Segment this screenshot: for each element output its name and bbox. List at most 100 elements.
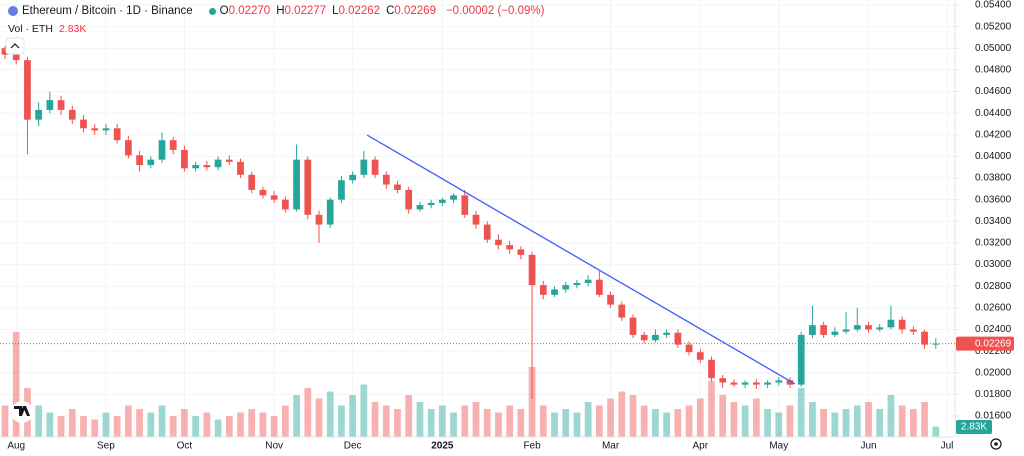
volume-value-label: 2.83K: [961, 422, 987, 433]
volume-bar: [326, 391, 334, 437]
volume-bar: [349, 395, 357, 437]
candle-body: [562, 285, 570, 290]
volume-bar: [382, 405, 390, 437]
volume-bar: [640, 405, 648, 437]
candle-body: [741, 382, 749, 385]
volume-bar: [450, 412, 457, 437]
candle-body: [629, 317, 637, 335]
candle-body: [865, 325, 872, 330]
candle-body: [113, 128, 121, 141]
candle-body: [708, 359, 715, 379]
volume-bar: [259, 412, 267, 437]
candle-body: [68, 109, 76, 120]
candle-body: [124, 140, 132, 156]
ohlc-value: 0.02277: [284, 5, 327, 17]
settings-button[interactable]: [990, 438, 1002, 450]
candle-body: [584, 279, 592, 283]
volume-bar: [595, 405, 603, 437]
volume-bar: [315, 398, 323, 437]
candle-body: [764, 382, 771, 385]
volume-bar: [618, 391, 626, 437]
symbol-icon: [8, 6, 18, 16]
volume-bar: [472, 402, 480, 437]
candle-body: [674, 332, 682, 345]
logo: [14, 406, 30, 416]
volume-bar: [461, 405, 469, 437]
volume-bar: [719, 395, 727, 437]
volume-bar: [169, 416, 177, 437]
grid: [0, 0, 955, 437]
candle-body: [809, 325, 816, 335]
y-tick-label: 0.04600: [975, 86, 1012, 97]
volume-bar: [921, 402, 928, 437]
volume-bar: [539, 405, 547, 437]
volume-bar: [293, 395, 300, 437]
y-tick-label: 0.04200: [975, 129, 1012, 140]
ohlc-key: H: [276, 5, 285, 17]
settings-icon: [994, 442, 998, 446]
volume-bar: [237, 412, 244, 437]
candle-body: [876, 327, 884, 330]
candle-body: [640, 334, 648, 341]
volume-bar: [225, 416, 233, 437]
collapse-button[interactable]: [5, 37, 25, 55]
volume-bar: [181, 409, 188, 437]
candle-body: [685, 344, 693, 353]
volume-bar: [562, 409, 570, 437]
y-tick-label: 0.02600: [975, 302, 1012, 313]
candle-body: [752, 382, 760, 385]
y-tick-label: 0.05200: [975, 21, 1012, 32]
volume-bar: [842, 409, 850, 437]
candle-body: [528, 254, 536, 286]
candle-body: [820, 325, 828, 335]
candle-body: [136, 155, 143, 166]
volume-bar: [786, 405, 794, 437]
candle-body: [248, 174, 256, 190]
candle-body: [416, 205, 424, 210]
candle-body: [652, 334, 659, 341]
y-tick-label: 0.02400: [975, 324, 1012, 335]
x-tick-label: Aug: [7, 441, 25, 452]
candle-body: [169, 140, 177, 150]
y-tick-label: 0.02200: [975, 346, 1012, 357]
candle-body: [225, 159, 233, 162]
candle-body: [595, 279, 603, 295]
volume-bar: [405, 395, 413, 437]
volume-bar: [214, 419, 222, 437]
y-tick-label: 0.05000: [975, 43, 1012, 54]
candle-body: [91, 128, 99, 131]
y-tick-label: 0.02000: [975, 367, 1012, 378]
candle-body: [338, 180, 345, 200]
candle-body: [551, 289, 558, 295]
candle-body: [831, 331, 839, 335]
x-tick-label: Nov: [265, 441, 283, 452]
candle-body: [259, 189, 267, 196]
volume-bar: [113, 416, 121, 437]
candle-body: [719, 378, 727, 383]
volume-bar: [124, 405, 132, 437]
candle-body: [663, 332, 671, 335]
candle-body: [427, 202, 435, 206]
volume-bar: [865, 402, 872, 437]
volume-bar: [158, 405, 166, 437]
candle-body: [326, 199, 334, 225]
candle-body: [293, 159, 300, 210]
candle-body: [371, 159, 379, 175]
volume-value: 2.83K: [58, 23, 87, 35]
candle-body: [57, 100, 65, 110]
x-tick-label: May: [769, 441, 788, 452]
legend: Ethereum / Bitcoin · 1D · Binance O 0.022…: [8, 5, 550, 17]
last-price-label: 0.02269: [975, 338, 1012, 349]
y-tick-label: 0.03400: [975, 216, 1012, 227]
x-tick-label: Jul: [941, 441, 954, 452]
trend-line: [366, 134, 796, 385]
volume-bar: [652, 409, 659, 437]
volume-label: Vol · ETH: [8, 23, 53, 35]
candle-body: [181, 149, 188, 169]
x-tick-label: Jun: [860, 441, 876, 452]
x-tick-label: Sep: [97, 441, 115, 452]
volume-bar: [80, 416, 87, 437]
y-tick-label: 0.04000: [975, 151, 1012, 162]
